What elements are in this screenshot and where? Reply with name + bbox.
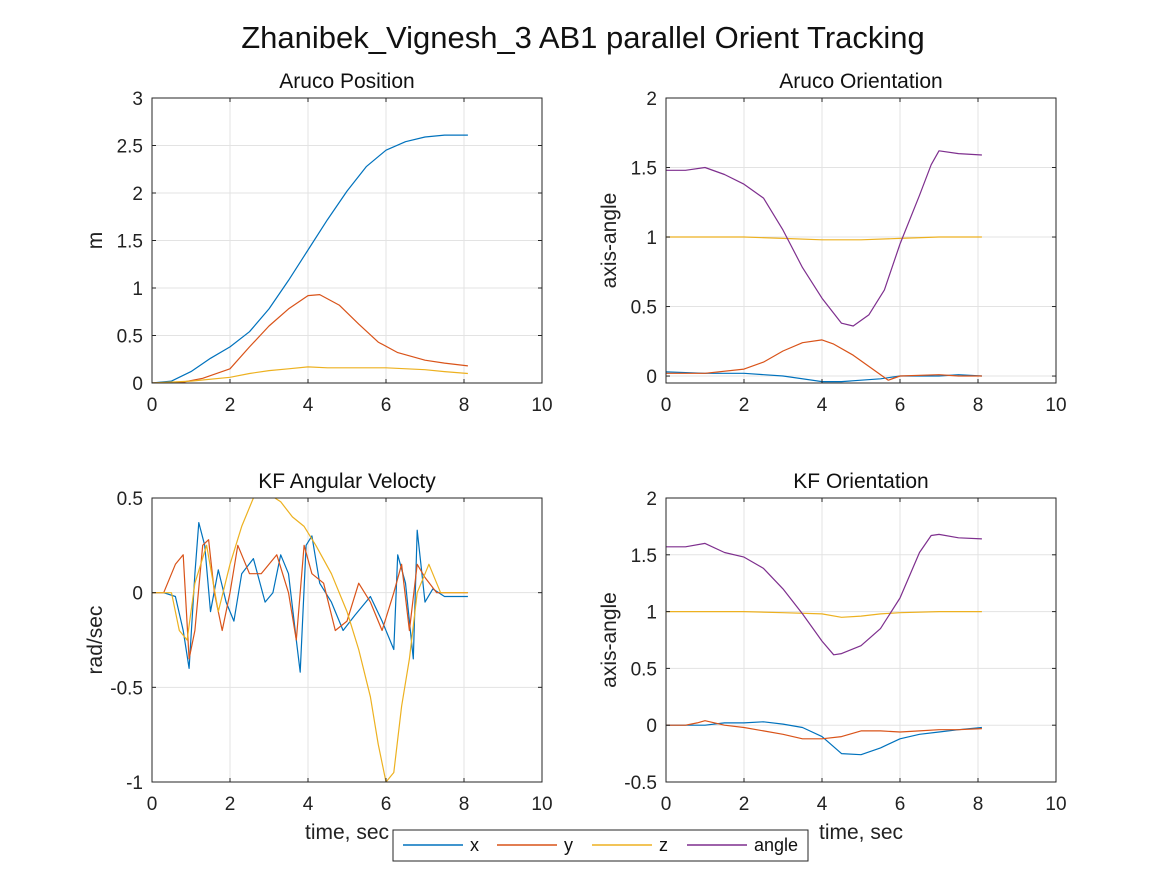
x-tick-label: 10: [1045, 395, 1066, 416]
y-tick-label: -0.5: [624, 773, 657, 794]
y-tick-label: 1.5: [631, 546, 657, 567]
x-tick-label: 4: [303, 395, 314, 416]
y-tick-label: 0.5: [117, 327, 143, 348]
x-tick-label: 0: [661, 794, 672, 815]
x-tick-label: 4: [303, 794, 314, 815]
legend-label-y: y: [564, 835, 573, 855]
x-tick-label: 8: [459, 395, 470, 416]
x-tick-label: 2: [739, 395, 750, 416]
subplot-2: 0 2 4 6 8 10 0 0.5 1 1.5 2 Aruco Orientation axis-an…: [598, 70, 1067, 416]
series-line-x: [666, 371, 982, 383]
x-tick-label: 4: [817, 395, 828, 416]
figure-title: Zhanibek_Vignesh_3 AB1 parallel Orient T…: [241, 20, 925, 55]
subplot-title: Aruco Position: [279, 70, 414, 93]
y-tick-label: 1: [646, 228, 657, 249]
x-tick-label: 8: [459, 794, 470, 815]
y-axis-label: axis-angle: [598, 193, 621, 289]
y-tick-label: 0.5: [631, 659, 657, 680]
x-tick-label: 10: [531, 794, 552, 815]
y-axis-label: m: [84, 232, 107, 250]
y-tick-label: 0.5: [631, 298, 657, 319]
series-line-y: [152, 539, 468, 660]
y-axis-label: rad/sec: [84, 606, 107, 675]
x-axis-label: time, sec: [305, 821, 389, 844]
x-tick-label: 0: [147, 794, 158, 815]
x-tick-label: 2: [225, 395, 236, 416]
legend-label-x: x: [470, 835, 479, 855]
series-line-z: [666, 611, 982, 618]
y-tick-label: 1.5: [117, 232, 143, 253]
x-tick-label: 8: [973, 794, 984, 815]
x-tick-label: 6: [895, 395, 906, 416]
x-tick-label: 0: [147, 395, 158, 416]
x-tick-label: 8: [973, 395, 984, 416]
legend: x y z angle: [392, 829, 809, 862]
series-line-y: [152, 294, 468, 383]
x-tick-label: 4: [817, 794, 828, 815]
series-line-z: [152, 498, 468, 782]
y-tick-label: 0.5: [117, 489, 143, 510]
y-tick-label: 1: [646, 603, 657, 624]
subplot-title: KF Angular Velocty: [258, 470, 436, 493]
y-tick-label: 1.5: [631, 159, 657, 180]
series-line-z: [152, 366, 468, 383]
y-tick-label: 1: [132, 279, 143, 300]
y-tick-label: 0: [646, 367, 657, 388]
x-tick-label: 10: [531, 395, 552, 416]
legend-label-angle: angle: [754, 835, 798, 855]
series-line-y: [666, 720, 982, 740]
subplot-1: 0 2 4 6 8 10 0 0.5 1 1.5 2 2.5 3 Aruco Position m: [84, 70, 553, 416]
subplot-3: 0 2 4 6 8 10 -1 -0.5 0 0.5 KF Angular Velocty rad/s…: [84, 470, 553, 844]
y-axis-label: axis-angle: [598, 592, 621, 688]
subplot-title: KF Orientation: [793, 470, 928, 493]
x-tick-label: 10: [1045, 794, 1066, 815]
x-tick-label: 2: [225, 794, 236, 815]
axes-box: [151, 497, 543, 783]
subplot-title: Aruco Orientation: [779, 70, 942, 93]
x-axis-label: time, sec: [819, 821, 903, 844]
axes-box: [665, 497, 1057, 783]
axes-box: [665, 97, 1057, 384]
y-tick-label: 3: [132, 89, 143, 110]
y-tick-label: 0: [132, 584, 143, 605]
y-tick-label: 2: [646, 89, 657, 110]
series-line-x: [152, 134, 468, 383]
y-tick-label: -0.5: [110, 678, 143, 699]
legend-label-z: z: [659, 835, 668, 855]
x-tick-label: 0: [661, 395, 672, 416]
y-tick-label: 2: [646, 489, 657, 510]
y-tick-label: -1: [126, 773, 143, 794]
x-tick-label: 6: [895, 794, 906, 815]
x-tick-label: 6: [381, 794, 392, 815]
x-tick-label: 6: [381, 395, 392, 416]
y-tick-label: 0: [132, 374, 143, 395]
series-line-z: [666, 236, 982, 241]
series-line-angle: [666, 533, 982, 656]
x-tick-label: 2: [739, 794, 750, 815]
series-line-x: [152, 522, 468, 673]
y-tick-label: 0: [646, 716, 657, 737]
series-line-y: [666, 339, 982, 381]
series-line-angle: [666, 150, 982, 327]
y-tick-label: 2: [132, 184, 143, 205]
y-tick-label: 2.5: [117, 137, 143, 158]
